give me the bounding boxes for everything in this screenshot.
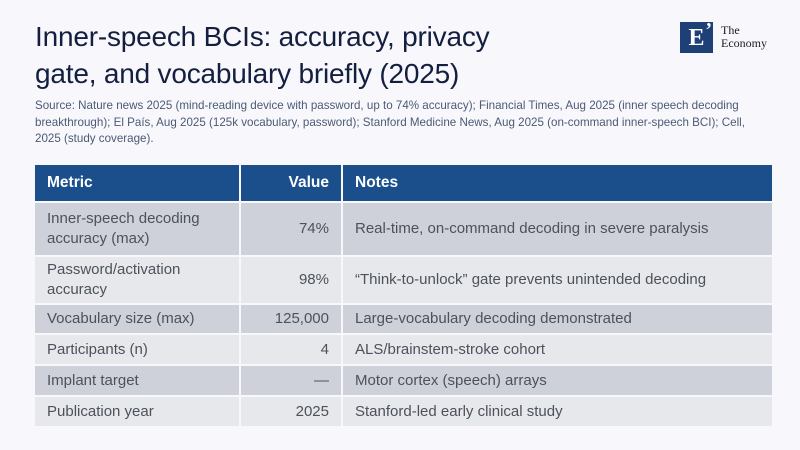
metric-cell: Inner-speech decoding accuracy (max) [35, 203, 239, 255]
page-title: Inner-speech BCIs: accuracy, privacy gat… [35, 18, 490, 92]
notes-cell: ALS/brainstem-stroke cohort [343, 335, 772, 364]
metric-cell: Participants (n) [35, 335, 239, 364]
table-row: Vocabulary size (max) 125,000 Large-voca… [35, 305, 774, 333]
metric-cell: Password/activation accuracy [35, 257, 239, 303]
table-row: Participants (n) 4 ALS/brainstem-stroke … [35, 335, 774, 364]
value-cell: 98% [241, 257, 341, 303]
value-cell: 2025 [241, 397, 341, 426]
notes-cell: Large-vocabulary decoding demonstrated [343, 305, 772, 333]
table-header-row: Metric Value Notes [35, 165, 774, 201]
notes-cell: Real-time, on-command decoding in severe… [343, 203, 772, 255]
page-title-line2: gate, and vocabulary briefly (2025) [35, 58, 460, 89]
source-note: Source: Nature news 2025 (mind-reading d… [35, 99, 745, 146]
logo-wordmark-line1: The [721, 23, 740, 37]
table-row: Publication year 2025 Stanford-led early… [35, 397, 774, 426]
column-header-notes: Notes [343, 165, 772, 201]
metric-cell: Publication year [35, 397, 239, 426]
notes-cell: “Think-to-unlock” gate prevents unintend… [343, 257, 772, 303]
column-header-value: Value [241, 165, 341, 201]
logo-wordmark-line2: Economy [721, 36, 767, 50]
page-title-line1: Inner-speech BCIs: accuracy, privacy [35, 21, 490, 52]
value-cell: 125,000 [241, 305, 341, 333]
notes-cell: Motor cortex (speech) arrays [343, 366, 772, 395]
economy-logo: E ’ The Economy [680, 19, 767, 53]
table-row: Password/activation accuracy 98% “Think-… [35, 257, 774, 303]
metrics-table: Metric Value Notes Inner-speech decoding… [35, 165, 774, 428]
table-row: Inner-speech decoding accuracy (max) 74%… [35, 203, 774, 255]
value-cell: 74% [241, 203, 341, 255]
value-cell: — [241, 366, 341, 395]
notes-cell: Stanford-led early clinical study [343, 397, 772, 426]
column-header-metric: Metric [35, 165, 239, 201]
metric-cell: Vocabulary size (max) [35, 305, 239, 333]
logo-wordmark: The Economy [721, 22, 767, 50]
logo-quote-mark-icon: ’ [705, 19, 712, 41]
value-cell: 4 [241, 335, 341, 364]
table-row: Implant target — Motor cortex (speech) a… [35, 366, 774, 395]
economy-logo-icon: E ’ [680, 19, 713, 53]
metric-cell: Implant target [35, 366, 239, 395]
logo-letter: E [688, 24, 705, 51]
